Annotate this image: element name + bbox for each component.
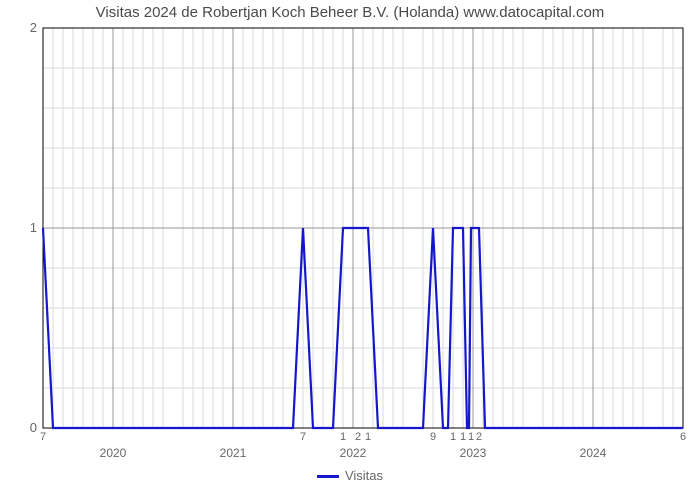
legend: Visitas [0, 468, 700, 483]
x-year-label: 2021 [220, 446, 247, 460]
x-point-label: 9 [430, 431, 436, 443]
x-point-label: 1 [468, 431, 474, 443]
x-year-label: 2022 [340, 446, 367, 460]
x-point-label: 6 [680, 431, 686, 443]
x-point-label: 1 [450, 431, 456, 443]
x-point-label: 7 [40, 431, 46, 443]
x-year-label: 2024 [580, 446, 607, 460]
x-point-label: 7 [300, 431, 306, 443]
y-tick-label: 1 [17, 220, 37, 235]
y-tick-label: 0 [17, 420, 37, 435]
x-point-label: 2 [355, 431, 361, 443]
x-point-label: 1 [365, 431, 371, 443]
legend-label: Visitas [345, 468, 383, 483]
y-tick-label: 2 [17, 20, 37, 35]
x-year-label: 2020 [100, 446, 127, 460]
x-year-label: 2023 [460, 446, 487, 460]
chart-container: Visitas 2024 de Robertjan Koch Beheer B.… [0, 0, 700, 500]
legend-swatch [317, 475, 339, 478]
x-point-label: 1 [460, 431, 466, 443]
x-point-label: 2 [476, 431, 482, 443]
line-chart [0, 0, 700, 500]
x-point-label: 1 [340, 431, 346, 443]
